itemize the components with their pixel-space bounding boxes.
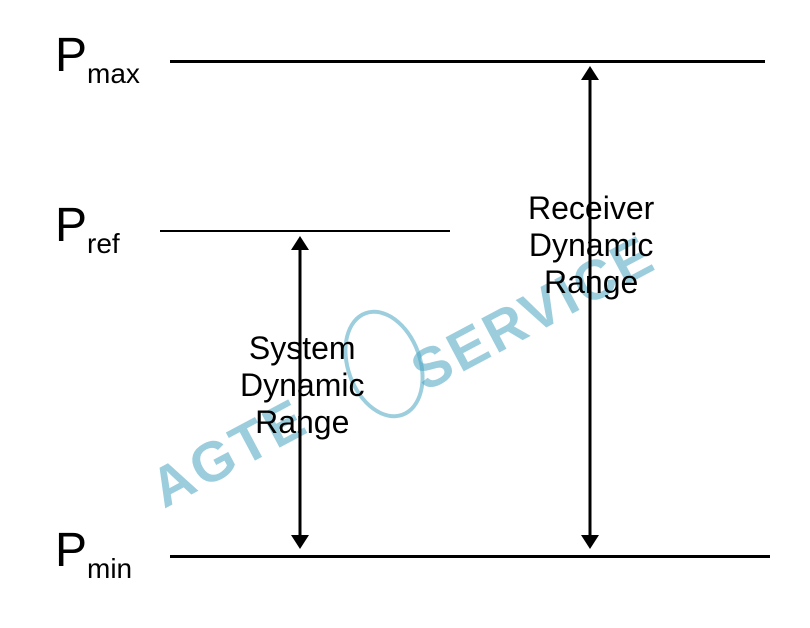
receiver-line1: Receiver	[528, 190, 654, 226]
system-line3: Range	[255, 404, 349, 440]
pmax-symbol: P	[55, 29, 87, 82]
label-receiver-dynamic-range: Receiver Dynamic Range	[528, 190, 654, 300]
pref-symbol: P	[55, 199, 87, 252]
receiver-line2: Dynamic	[529, 227, 653, 263]
label-pref: Pref	[55, 198, 120, 253]
line-pmin	[170, 555, 770, 558]
system-line1: System	[249, 330, 356, 366]
line-pmax	[170, 60, 765, 63]
pref-subscript: ref	[87, 228, 120, 259]
pmax-subscript: max	[87, 58, 140, 89]
system-line2: Dynamic	[240, 367, 364, 403]
pmin-symbol: P	[55, 524, 87, 577]
label-system-dynamic-range: System Dynamic Range	[240, 330, 364, 440]
receiver-line3: Range	[544, 264, 638, 300]
label-pmax: Pmax	[55, 28, 140, 83]
arrow-receiver-dynamic-range	[579, 66, 601, 549]
label-pmin: Pmin	[55, 523, 132, 578]
pmin-subscript: min	[87, 553, 132, 584]
line-pref	[160, 230, 450, 232]
